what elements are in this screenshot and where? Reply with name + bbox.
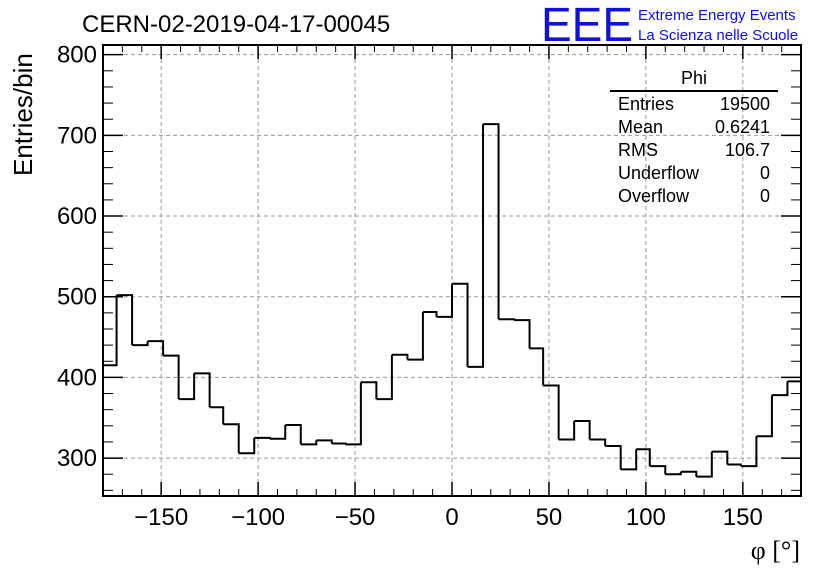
histogram-bin: [178, 373, 196, 401]
histogram-bin: [116, 294, 134, 346]
histogram-bin: [558, 420, 576, 441]
histogram-bin: [665, 471, 682, 476]
histogram-bin: [300, 440, 318, 446]
x-tick-label: 0: [445, 504, 458, 531]
histogram-bin: [680, 470, 698, 477]
histogram-bin: [589, 438, 607, 446]
y-tick-label: 300: [57, 445, 97, 472]
stats-rows: Entries 19500 Mean 0.6241 RMS 106.7 Underflow 0…: [618, 94, 770, 206]
histogram-bin: [254, 436, 271, 439]
stats-title: Phi: [681, 68, 707, 88]
tick-labels: −150 −100 −50 0 50 100 150 300 400 500 600 700 800: [57, 42, 763, 531]
stats-label: Mean: [618, 117, 663, 137]
x-tick-label: 50: [536, 504, 563, 531]
stats-label: Entries: [618, 94, 674, 114]
histogram-bin: [727, 463, 742, 467]
x-tick-label: −100: [231, 504, 285, 531]
histogram-bin: [331, 442, 347, 445]
x-tick-label: −50: [335, 504, 376, 531]
histogram-bin: [756, 395, 773, 438]
histogram-bin: [223, 423, 240, 454]
logo-line-1: Extreme Energy Events: [638, 7, 796, 24]
stats-value: 0: [760, 163, 770, 183]
histogram-bin: [238, 437, 256, 455]
histogram-bin: [467, 124, 485, 368]
x-tick-label: 150: [723, 504, 763, 531]
stats-label: Overflow: [618, 186, 690, 206]
histogram-bin: [543, 384, 560, 440]
y-tick-label: 700: [57, 122, 97, 149]
histogram-bin: [620, 449, 638, 471]
histogram-bin: [407, 312, 424, 361]
eee-logo-icon: EEE: [541, 0, 633, 52]
histogram-bin: [209, 406, 225, 425]
y-axis-label: Entries/bin: [8, 53, 38, 176]
stats-label: RMS: [618, 140, 658, 160]
y-tick-label: 400: [57, 364, 97, 391]
histogram-bin: [163, 354, 180, 400]
y-tick-label: 500: [57, 284, 97, 311]
run-title: CERN-02-2019-04-17-00045: [82, 11, 390, 38]
stats-value: 106.7: [725, 140, 770, 160]
stats-value: 0: [760, 186, 770, 206]
histogram-bin: [132, 341, 149, 347]
histogram-bin: [391, 353, 409, 360]
histogram-bin: [285, 424, 302, 445]
stats-value: 19500: [720, 94, 770, 114]
histogram-bin: [422, 311, 438, 317]
histogram-bin: [360, 381, 378, 400]
histogram-bin: [316, 439, 333, 444]
histogram-bin: [514, 319, 531, 349]
histogram-bin: [498, 318, 516, 321]
y-tick-label: 600: [57, 203, 97, 230]
histogram-bin: [103, 295, 118, 367]
histogram-bin: [711, 450, 729, 465]
y-tick-label: 800: [57, 42, 97, 69]
histogram-bin: [194, 372, 211, 408]
histogram-bin: [529, 347, 545, 386]
stats-value: 0.6241: [715, 117, 770, 137]
axis-ticks: [102, 45, 802, 496]
histogram-bin: [771, 381, 789, 397]
stats-box: Phi Entries 19500 Mean 0.6241 RMS 106.7 Underf…: [610, 68, 778, 206]
histogram-bin: [483, 123, 500, 320]
histogram-bin: [574, 419, 591, 440]
histogram-bin: [436, 283, 453, 318]
histogram-bin: [147, 340, 165, 356]
histogram-bin: [696, 451, 713, 478]
histogram-bin: [376, 354, 393, 401]
histogram-bin: [269, 425, 287, 440]
logo-line-2: La Scienza nelle Scuole: [638, 27, 798, 44]
x-tick-label: −150: [134, 504, 188, 531]
x-tick-label: 100: [626, 504, 666, 531]
stats-label: Underflow: [618, 163, 700, 183]
histogram-bin: [452, 282, 469, 367]
histogram-bin: [740, 436, 758, 468]
histogram-bin: [636, 448, 651, 467]
grid-lines: [103, 45, 801, 496]
histogram-bin: [649, 465, 667, 475]
histogram-bin: [605, 444, 622, 470]
histogram-bin: [345, 382, 362, 446]
x-axis-label: φ [°]: [751, 536, 800, 565]
